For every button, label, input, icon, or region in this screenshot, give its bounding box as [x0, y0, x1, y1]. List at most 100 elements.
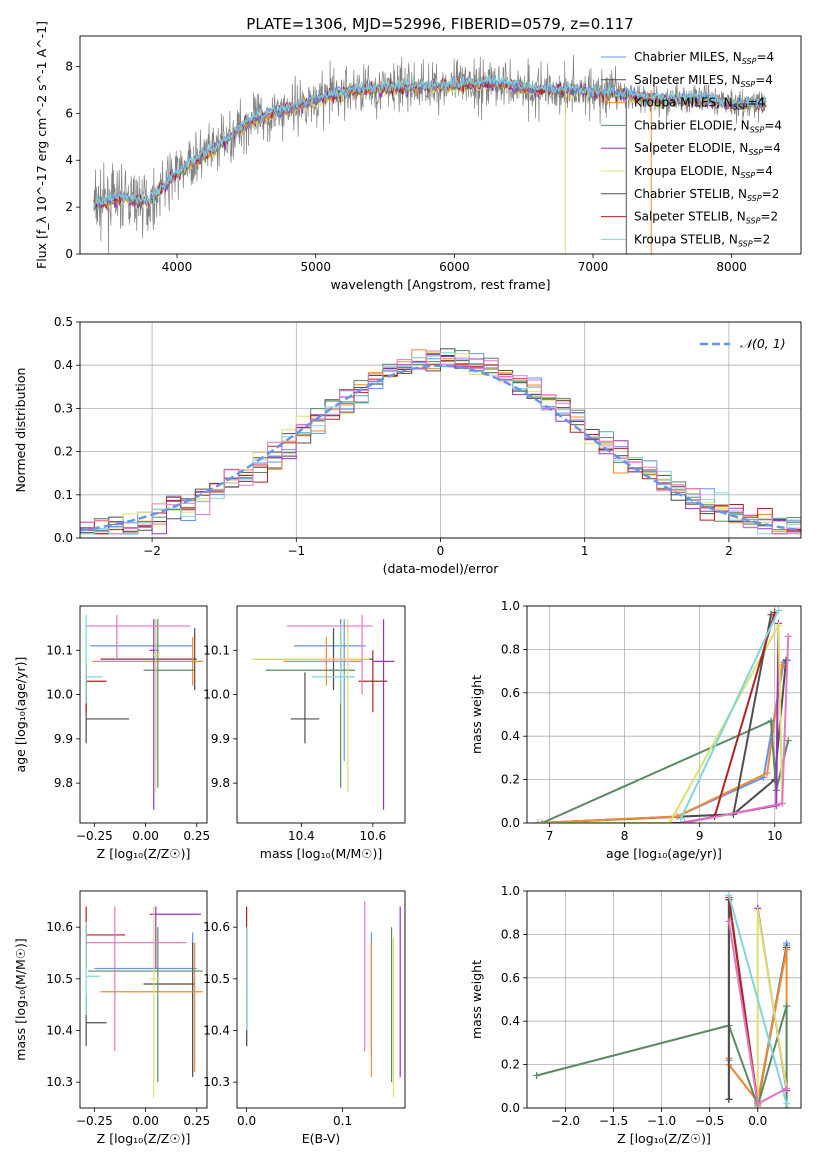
legend-subscript: SSP: [748, 148, 763, 157]
x-axis-label: (data-model)/error: [383, 561, 500, 576]
y-tick-label: 6: [65, 106, 73, 120]
legend-subscript: SSP: [741, 171, 756, 180]
x-tick-label: −0.25: [76, 829, 113, 843]
histogram-step: [80, 350, 801, 535]
y-tick-label: 2: [65, 200, 73, 214]
histograms: [80, 348, 801, 535]
errorbar-panel: −0.25 0.00 0.25 9.8 9.9 10.0 10.1 Z [log₁₀(Z/Z☉…: [13, 605, 210, 861]
axes-frame: [526, 890, 802, 1109]
y-tick-label: 9.8: [54, 776, 73, 790]
x-tick-label: 0: [437, 544, 445, 558]
x-tick-label: 2: [725, 544, 733, 558]
x-tick-label: 5000: [300, 260, 331, 274]
axes-frame: [79, 890, 208, 1109]
weight-marker: [666, 819, 674, 823]
weight-marker: [783, 1084, 791, 1092]
legend-count: =4: [763, 141, 781, 155]
legend-label: Kroupa STELIB, NSSP=2: [634, 232, 770, 248]
y-tick-label: 10.0: [203, 688, 230, 702]
x-axis-label: Z [log₁₀(Z/Z☉)]: [617, 1131, 711, 1146]
weight-line: [727, 895, 788, 1104]
x-axis-label: mass [log₁₀(M/M☉)]: [260, 846, 382, 861]
legend-label: Salpeter ELODIE, NSSP=4: [634, 141, 781, 157]
y-tick-label: 10.5: [203, 972, 230, 986]
figure-title: PLATE=1306, MJD=52996, FIBERID=0579, z=0…: [246, 15, 633, 33]
x-tick-label: 8: [621, 829, 629, 843]
x-tick-label: 8000: [716, 260, 747, 274]
x-tick-label: 0.0: [237, 1114, 256, 1128]
weight-marker: [538, 819, 546, 823]
legend-subscript: SSP: [746, 217, 761, 226]
y-tick-label: 10.5: [46, 972, 73, 986]
y-tick-label: 10.3: [203, 1075, 230, 1089]
weight-marker: [725, 891, 733, 899]
x-axis-label: E(B-V): [302, 1131, 341, 1146]
x-axis-label: Z [log₁₀(Z/Z☉)]: [97, 1131, 191, 1146]
weight-marker: [774, 606, 782, 614]
legend-count: =2: [762, 187, 780, 201]
x-tick-label: −1: [287, 544, 305, 558]
weight-panel: 7 8 9 10 0.0 0.2 0.4 0.6 0.8 1.0 age [log₁₀(age/yr…: [469, 599, 802, 861]
x-tick-label: −1.5: [599, 1114, 628, 1128]
weight-line: [713, 612, 776, 817]
errorbar-panel: 10.4 10.6 9.8 9.9 10.0 10.1 mass [log₁₀(M/M☉)]: [203, 605, 406, 861]
legend-label: Salpeter MILES, NSSP=4: [634, 73, 773, 89]
errorbars: [85, 906, 203, 1098]
y-tick-label: 9.8: [211, 776, 230, 790]
weight-marker: [725, 917, 733, 925]
legend-label: Kroupa MILES, NSSP=4: [634, 96, 765, 112]
y-tick-label: 10.4: [46, 1024, 73, 1038]
legend-subscript: SSP: [738, 239, 753, 248]
y-tick-label: 8: [65, 59, 73, 73]
x-tick-label: −2: [143, 544, 161, 558]
weight-marker: [725, 1095, 733, 1103]
x-tick-label: 7: [546, 829, 554, 843]
x-tick-label: 6000: [439, 260, 470, 274]
weight-marker: [767, 717, 775, 725]
x-tick-label: 0.00: [132, 829, 159, 843]
errorbars: [246, 901, 401, 1098]
y-tick-label: 0: [65, 247, 73, 261]
axes-frame: [236, 605, 406, 824]
y-tick-label: 0.2: [54, 445, 73, 459]
spectrum-lines: [93, 54, 767, 254]
weight-line: [538, 660, 787, 823]
y-tick-label: 10.0: [46, 688, 73, 702]
residuals-panel: −2 −1 0 1 2 0.0 0.1 0.2 0.3 0.4 0.5 (data-model)/er…: [13, 315, 802, 576]
axes-frame: [526, 605, 802, 824]
y-axis-label: Flux [f_λ 10^-17 erg cm^-2 s^-1 A^-1]: [34, 21, 49, 269]
x-tick-label: 10: [767, 829, 782, 843]
y-tick-label: 0.4: [501, 1014, 520, 1028]
legend-count: =4: [755, 164, 773, 178]
legend-subscript: SSP: [742, 57, 757, 66]
weight-line: [679, 609, 780, 820]
y-tick-label: 9.9: [54, 732, 73, 746]
y-tick-label: 0.6: [501, 971, 520, 985]
weight-line: [538, 659, 788, 823]
spectrum-panel: 4000 5000 6000 7000 8000 0 2 4 6 8 wavelength [Ang…: [34, 21, 802, 292]
x-tick-label: −0.25: [76, 1114, 113, 1128]
weight-panel: −2.0 −1.5 −1.0 −0.5 0.0 0.0 0.2 0.4 0.6 0.8 1.0 Z […: [469, 884, 802, 1146]
y-tick-label: 1.0: [501, 599, 520, 613]
y-axis-label: age [log₁₀(age/yr)]: [13, 657, 28, 773]
legend-count: =2: [760, 210, 778, 224]
x-tick-label: 0.00: [132, 1114, 159, 1128]
x-tick-label: 0.25: [183, 1114, 210, 1128]
weight-marker: [677, 815, 685, 823]
y-tick-label: 0.1: [54, 488, 73, 502]
x-axis-label: Z [log₁₀(Z/Z☉)]: [97, 846, 191, 861]
y-tick-label: 0.5: [54, 315, 73, 329]
axes-frame: [236, 890, 406, 1109]
y-tick-label: 0.8: [501, 642, 520, 656]
y-tick-label: 1.0: [501, 884, 520, 898]
legend-count: =4: [747, 96, 765, 110]
legend-label: 𝒩(0, 1): [740, 336, 786, 351]
model-spectrum: [93, 74, 767, 207]
x-axis-label: age [log₁₀(age/yr)]: [606, 846, 722, 861]
y-axis-label: mass weight: [469, 960, 484, 1039]
x-tick-label: 0.1: [333, 1114, 352, 1128]
legend-count: =2: [753, 232, 771, 246]
x-tick-label: 4000: [162, 260, 193, 274]
y-tick-label: 10.1: [46, 643, 73, 657]
